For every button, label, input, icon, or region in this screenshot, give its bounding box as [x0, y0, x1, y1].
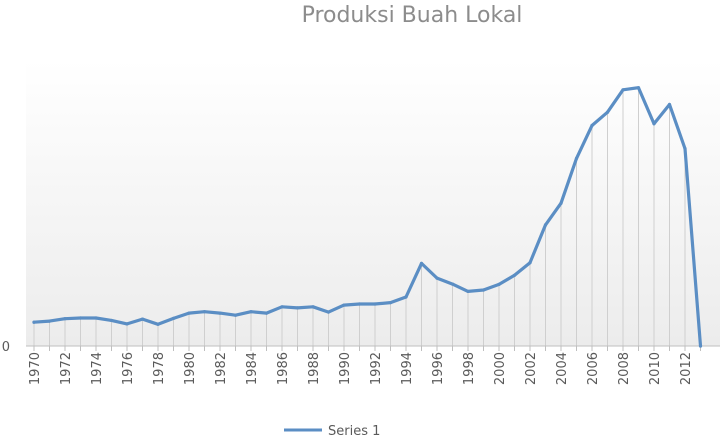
x-tick-label: 1972: [59, 352, 74, 385]
data-point: [528, 261, 532, 265]
x-tick-label: 1974: [90, 352, 105, 385]
x-tick-label: 1976: [121, 352, 136, 385]
x-tick-label: 2004: [555, 352, 570, 385]
data-point: [683, 147, 687, 151]
data-point: [450, 282, 455, 286]
data-point: [512, 273, 517, 277]
x-tick-label: 1996: [431, 352, 446, 385]
x-tick-label: 1994: [400, 352, 415, 385]
data-point: [280, 305, 284, 309]
data-point: [187, 311, 191, 315]
data-point: [63, 317, 67, 321]
data-point: [249, 310, 253, 314]
data-point: [621, 88, 625, 92]
data-point: [342, 303, 346, 307]
y-axis-labels: 0: [2, 340, 10, 355]
data-point: [419, 261, 424, 265]
legend: Series 1: [284, 424, 380, 439]
data-point: [698, 344, 703, 348]
x-tick-label: 2002: [524, 352, 539, 385]
data-point: [47, 319, 52, 323]
x-axis-ticks: [33, 346, 701, 351]
x-tick-label: 1998: [462, 352, 477, 385]
data-point: [156, 322, 160, 326]
x-axis-labels: 1970 1972 1974 1976 1978 1980 1982 1984 1986 1988…: [28, 352, 694, 385]
data-point: [295, 306, 300, 310]
data-point: [233, 313, 238, 317]
data-point: [78, 316, 83, 320]
series-1-line: [32, 86, 703, 348]
plot-area: [26, 60, 720, 346]
data-point: [311, 305, 315, 309]
x-tick-label: 2010: [648, 352, 663, 385]
data-point: [559, 201, 563, 205]
x-tick-label: 1970: [28, 352, 43, 385]
data-point: [357, 302, 362, 306]
data-point: [326, 310, 331, 314]
data-point: [435, 276, 439, 280]
x-tick-label: 1982: [214, 352, 229, 385]
data-point: [404, 295, 408, 299]
data-point: [264, 311, 269, 315]
x-tick-label: 2006: [586, 352, 601, 385]
x-tick-label: 1980: [183, 352, 198, 385]
data-point: [605, 110, 610, 114]
chart-title: Produksi Buah Lokal: [302, 3, 523, 28]
series-layer: [32, 86, 703, 348]
data-point: [388, 301, 393, 305]
data-point: [202, 310, 207, 314]
x-tick-label: 2000: [493, 352, 508, 385]
data-point: [652, 122, 656, 126]
data-point: [497, 282, 501, 286]
data-point: [543, 223, 548, 227]
data-point: [140, 317, 145, 321]
x-tick-label: 1992: [369, 352, 384, 385]
x-tick-label: 1984: [245, 352, 260, 385]
data-point: [32, 320, 36, 324]
y-tick-label: 0: [2, 340, 10, 355]
x-tick-label: 2008: [617, 352, 632, 385]
data-point: [636, 86, 641, 90]
data-point: [373, 302, 377, 306]
data-point: [218, 311, 222, 315]
x-tick-label: 1990: [338, 352, 353, 385]
drop-lines: [33, 87, 686, 346]
data-point: [481, 288, 486, 292]
data-point: [125, 322, 129, 326]
x-tick-label: 1978: [152, 352, 167, 385]
legend-label-series-1: Series 1: [328, 424, 380, 439]
data-point: [94, 316, 98, 320]
data-point: [171, 316, 176, 320]
data-point: [466, 289, 470, 293]
x-tick-label: 1986: [276, 352, 291, 385]
data-point: [667, 102, 672, 107]
x-tick-label: 1988: [307, 352, 322, 385]
data-point: [574, 156, 579, 160]
x-tick-label: 2012: [679, 352, 694, 385]
data-point: [109, 318, 114, 323]
data-point: [590, 123, 594, 128]
